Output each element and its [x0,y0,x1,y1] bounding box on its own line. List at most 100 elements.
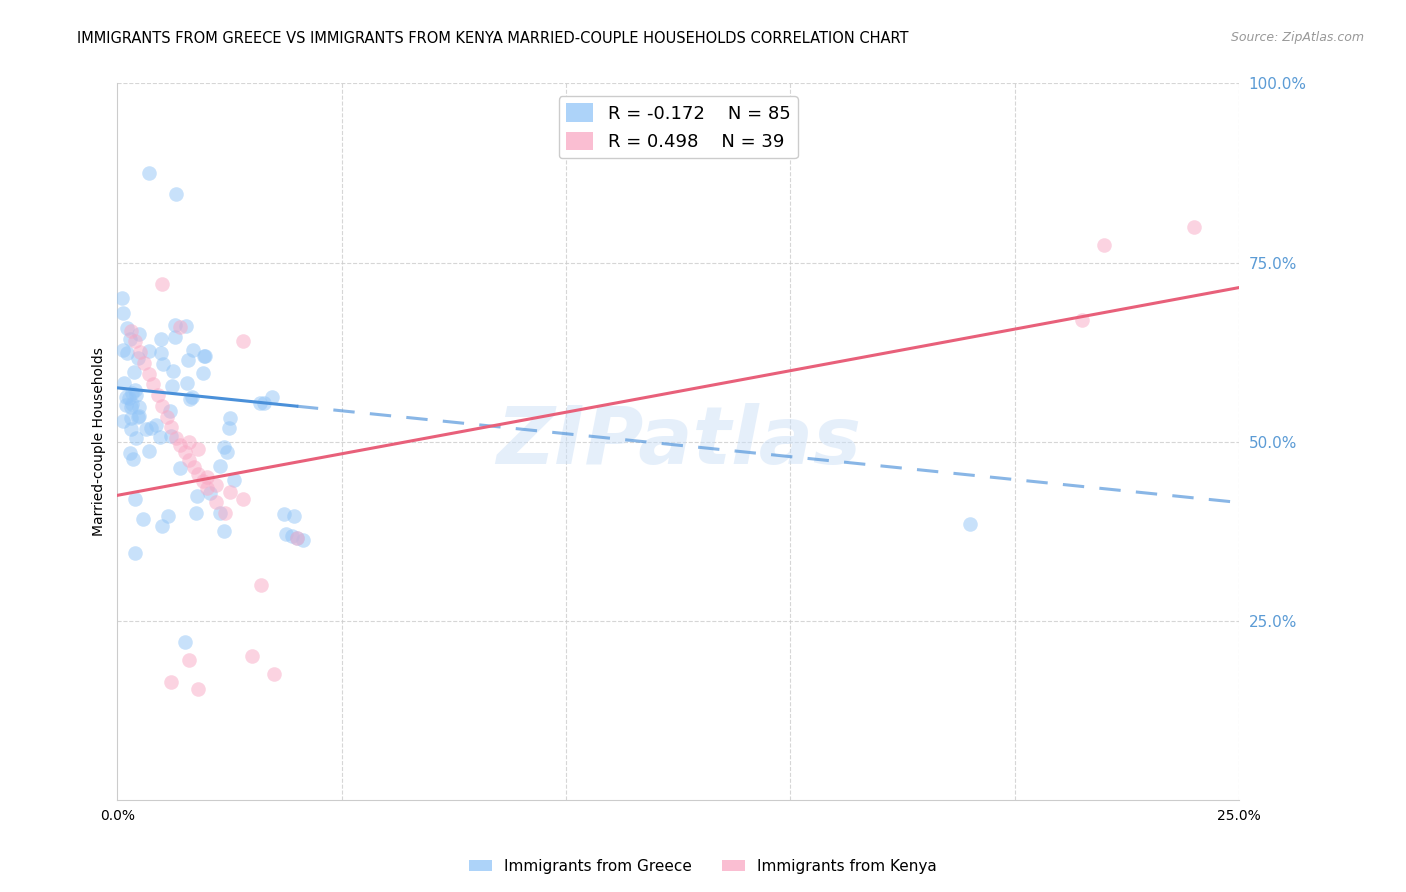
Point [169,461,191,475]
Point [139,421,162,435]
Point [127,351,149,365]
Point [208,458,231,473]
Text: Source: ZipAtlas.com: Source: ZipAtlas.com [1230,31,1364,45]
Point [179,434,201,449]
Point [195,470,218,484]
Point [156,409,179,424]
Point [283,509,305,524]
Point [160,674,183,689]
Point [115,346,138,360]
Point [120,400,142,414]
Point [138,344,160,359]
Point [263,667,285,681]
Point [138,166,160,180]
Point [194,349,217,363]
Point [128,345,150,359]
Point [152,357,174,371]
Point [232,334,254,349]
Point [179,653,201,667]
Point [160,379,183,393]
Point [150,519,173,533]
Point [128,327,150,342]
Text: ZIPatlas: ZIPatlas [496,402,860,481]
Point [169,320,191,334]
Point [218,420,240,434]
Point [285,531,308,545]
Point [112,376,135,390]
Point [115,321,138,335]
Point [212,441,235,455]
Point [176,353,198,368]
Point [115,398,138,412]
Point [118,332,141,346]
Point [162,364,184,378]
Point [183,459,205,474]
Point [160,420,183,434]
Point [149,332,172,346]
Point [118,392,141,406]
Point [249,396,271,410]
Point [128,400,150,414]
Point [218,484,240,499]
Point [121,451,143,466]
Point [118,446,141,460]
Point [187,442,209,456]
Point [150,277,173,291]
Point [122,365,145,379]
Point [127,409,149,424]
Point [156,508,179,523]
Point [1092,237,1115,252]
Point [205,495,228,509]
Point [1182,219,1205,234]
Point [121,397,143,411]
Point [959,516,981,531]
Point [1070,313,1092,327]
Point [120,324,142,338]
Point [280,529,302,543]
Point [125,431,148,445]
Point [165,330,187,344]
Point [176,376,198,390]
Point [146,388,169,402]
Point [181,390,204,404]
Point [262,390,284,404]
Point [112,343,135,358]
Point [138,367,160,381]
Point [169,438,191,452]
Point [112,306,135,320]
Y-axis label: Married-couple Households: Married-couple Households [93,347,107,536]
Point [214,506,236,520]
Point [253,396,276,410]
Point [212,524,235,538]
Point [124,334,146,349]
Point [186,489,208,503]
Point [224,473,246,487]
Point [200,486,222,500]
Point [124,546,146,560]
Point [173,635,195,649]
Point [195,481,218,495]
Point [174,318,197,333]
Text: IMMIGRANTS FROM GREECE VS IMMIGRANTS FROM KENYA MARRIED-COUPLE HOUSEHOLDS CORREL: IMMIGRANTS FROM GREECE VS IMMIGRANTS FRO… [77,31,908,46]
Point [187,681,209,696]
Point [193,349,215,363]
Point [124,491,146,506]
Point [124,383,146,397]
Point [111,291,134,305]
Point [209,506,232,520]
Point [132,512,155,526]
Point [191,474,214,488]
Point [173,445,195,459]
Point [125,388,148,402]
Point [240,649,263,664]
Point [274,527,297,541]
Point [149,346,172,360]
Point [285,531,308,545]
Point [120,422,142,436]
Point [112,413,135,427]
Point [128,409,150,424]
Point [159,404,181,418]
Point [179,392,201,406]
Point [138,443,160,458]
Point [135,421,157,435]
